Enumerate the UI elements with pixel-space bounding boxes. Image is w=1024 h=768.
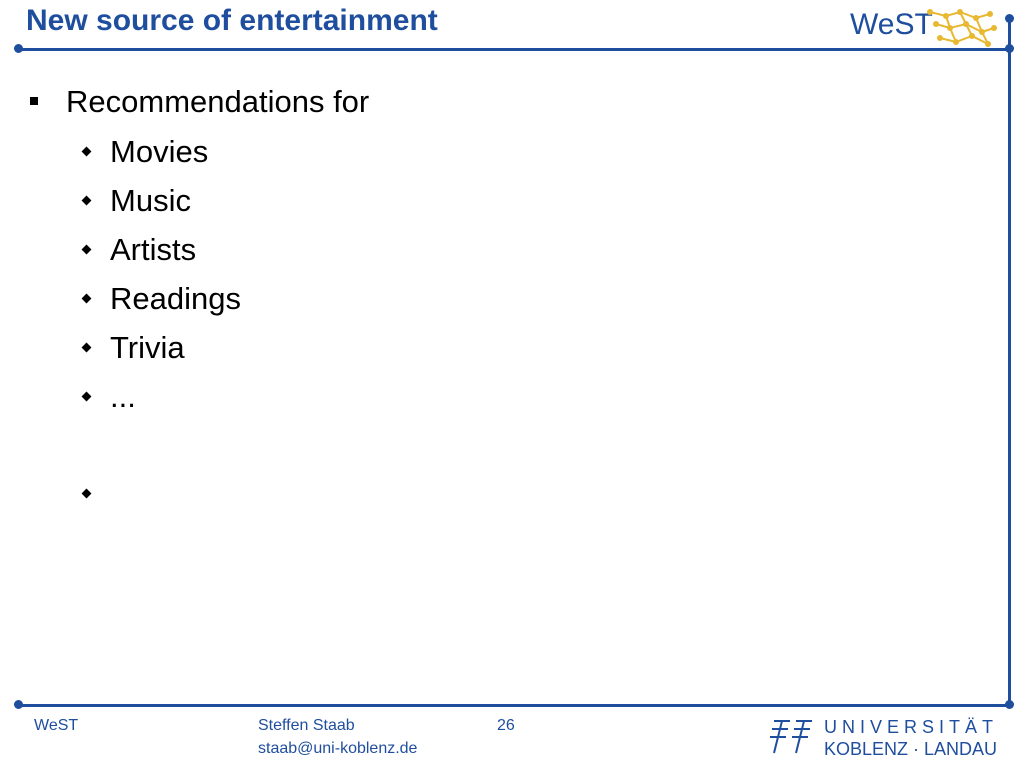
header-rule [18,48,1008,51]
bullet-item: Music [110,183,191,218]
diamond-bullet-icon [81,244,92,255]
diamond-bullet-icon [81,391,92,402]
footer-rule-right-dot [1005,700,1014,709]
slide-title: New source of entertainment [26,4,438,37]
right-rule-top-dot [1005,14,1014,23]
diamond-bullet-icon [81,488,92,499]
footer-west: WeST [34,717,79,734]
diamond-bullet-icon [81,342,92,353]
diamond-bullet-icon [81,146,92,157]
bullet-item: Artists [110,232,197,267]
bullet-item: Trivia [110,330,185,365]
bullet-recommendations: Recommendations for [66,84,370,119]
square-bullet-icon [30,97,38,105]
footer-rule-left-dot [14,700,23,709]
bullet-item: Readings [110,281,241,316]
university-logo: UNIVERSITÄT KOBLENZ · LANDAU [770,717,998,759]
footer-author: Steffen Staab [258,717,355,734]
bullet-item: ... [110,379,136,414]
footer-rule [18,704,1008,707]
header-rule-left-dot [14,44,23,53]
footer-page-number: 26 [497,717,515,734]
university-line1: UNIVERSITÄT [824,717,998,737]
bullet-item: Movies [110,134,209,169]
footer-email: staab@uni-koblenz.de [258,740,418,757]
diamond-bullet-icon [81,293,92,304]
west-logo: WeST [850,8,997,47]
right-rule [1008,18,1011,708]
west-logo-text: WeST [850,8,933,41]
university-line2: KOBLENZ · LANDAU [824,739,997,759]
diamond-bullet-icon [81,195,92,206]
